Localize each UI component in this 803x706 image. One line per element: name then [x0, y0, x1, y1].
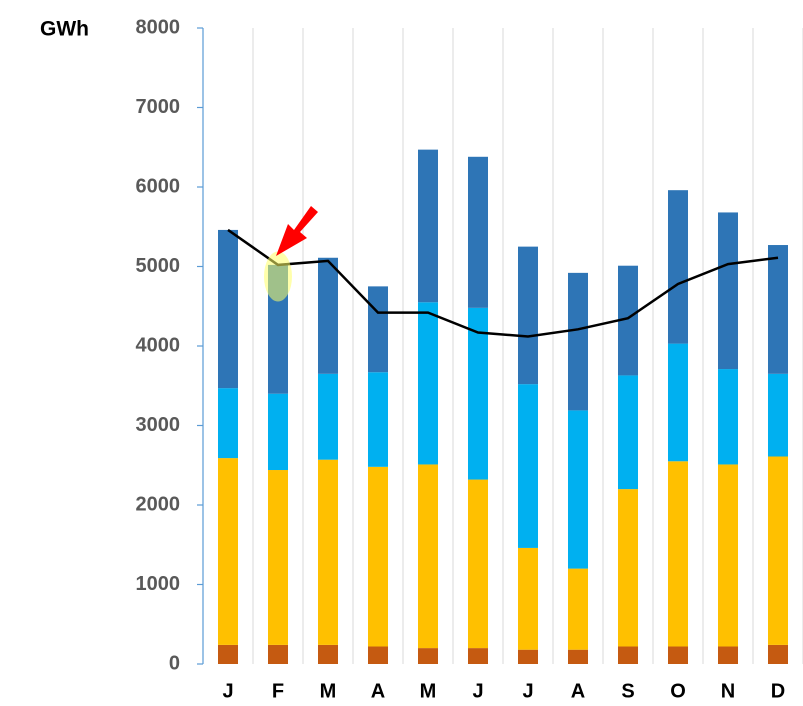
bar-segment: [768, 456, 788, 645]
bar-segment: [518, 547, 538, 650]
x-tick-label: O: [670, 680, 686, 702]
y-tick-label: 1000: [136, 573, 181, 595]
y-tick-label: 4000: [136, 334, 181, 356]
x-tick-label: F: [272, 680, 284, 702]
x-tick-label: S: [621, 680, 634, 702]
bar-segment: [368, 466, 388, 647]
bar-segment: [218, 229, 238, 389]
bar-segment: [718, 212, 738, 370]
bar-segment: [518, 649, 538, 664]
highlight: [264, 251, 292, 302]
bar-segment: [768, 245, 788, 374]
arrow: [276, 206, 318, 256]
bar-segment: [418, 149, 438, 303]
x-tick-label: A: [371, 680, 385, 702]
x-tick-label: J: [222, 680, 233, 702]
bar-segment: [768, 644, 788, 664]
bar-segment: [218, 644, 238, 664]
bar-segment: [368, 646, 388, 664]
y-tick-label: 6000: [136, 175, 181, 197]
x-tick-label: J: [472, 680, 483, 702]
bar-segment: [768, 373, 788, 457]
bar-segment: [318, 644, 338, 664]
bar-segment: [468, 479, 488, 649]
bar-segment: [318, 257, 338, 374]
x-tick-label: A: [571, 680, 585, 702]
bar-segment: [718, 646, 738, 664]
bar-segment: [618, 489, 638, 647]
bar-segment: [668, 646, 688, 664]
x-tick-label: M: [320, 680, 337, 702]
y-tick-label: 3000: [136, 414, 181, 436]
x-tick-label: J: [522, 680, 533, 702]
bar-segment: [418, 464, 438, 649]
bar-segment: [518, 384, 538, 548]
bar-segment: [618, 265, 638, 376]
x-tick-label: D: [771, 680, 785, 702]
bar-segment: [318, 459, 338, 645]
bar-segment: [468, 648, 488, 664]
bar-segment: [618, 375, 638, 490]
bar-segment: [668, 461, 688, 647]
line: [227, 228, 779, 338]
bar-segment: [568, 568, 588, 650]
bar-segment: [718, 369, 738, 465]
bar-segment: [218, 388, 238, 459]
x-tick-label: M: [420, 680, 437, 702]
y-tick-label: 7000: [136, 96, 181, 118]
bar-segment: [268, 644, 288, 664]
bar-segment: [268, 393, 288, 471]
x-tick-label: N: [721, 680, 735, 702]
y-tick-label: 8000: [136, 16, 181, 38]
bar-segment: [718, 464, 738, 647]
bar-segment: [418, 302, 438, 465]
y-tick-label: 2000: [136, 493, 181, 515]
bar-segment: [418, 648, 438, 664]
bar-segment: [318, 373, 338, 460]
y-tick-label: 5000: [136, 255, 181, 277]
bar-segment: [568, 272, 588, 411]
y-axis-label: GWh: [40, 18, 89, 41]
bar-segment: [468, 156, 488, 308]
bar-segment: [268, 470, 288, 645]
bar-segment: [468, 307, 488, 480]
bar-segment: [568, 649, 588, 664]
bar-segment: [668, 343, 688, 462]
bar-segment: [618, 646, 638, 664]
bar-segment: [668, 190, 688, 344]
bar-segment: [218, 458, 238, 645]
bar-segment: [568, 410, 588, 569]
bar-segment: [368, 286, 388, 373]
bar-segment: [518, 246, 538, 385]
bar-segment: [368, 372, 388, 467]
y-tick-label: 0: [169, 652, 180, 674]
